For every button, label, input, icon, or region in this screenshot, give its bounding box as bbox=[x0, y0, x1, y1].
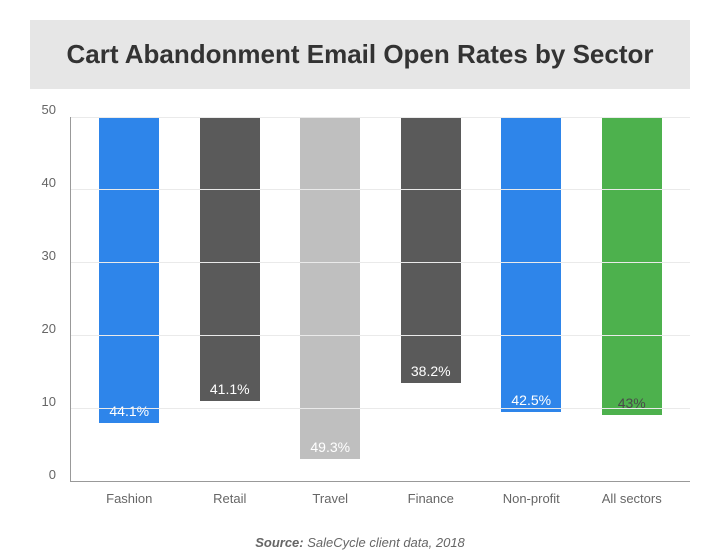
bar-slot: 44.1%Fashion bbox=[79, 117, 180, 482]
bar: 38.2% bbox=[401, 117, 461, 383]
plot-area: 44.1%Fashion41.1%Retail49.3%Travel38.2%F… bbox=[70, 117, 690, 483]
x-axis-label: All sectors bbox=[602, 491, 662, 506]
bar-slot: 42.5%Non-profit bbox=[481, 117, 582, 482]
gridline bbox=[71, 189, 690, 190]
x-axis-label: Travel bbox=[312, 491, 348, 506]
chart-title: Cart Abandonment Email Open Rates by Sec… bbox=[60, 38, 660, 71]
bars-container: 44.1%Fashion41.1%Retail49.3%Travel38.2%F… bbox=[71, 117, 690, 482]
bar: 43% bbox=[602, 117, 662, 416]
bar-slot: 49.3%Travel bbox=[280, 117, 381, 482]
x-axis-label: Finance bbox=[408, 491, 454, 506]
source-text: SaleCycle client data, 2018 bbox=[307, 535, 465, 550]
source-label: Source: bbox=[255, 535, 303, 550]
bar-slot: 38.2%Finance bbox=[381, 117, 482, 482]
gridline bbox=[71, 117, 690, 118]
gridline bbox=[71, 262, 690, 263]
bar: 41.1% bbox=[200, 117, 260, 401]
bar-value-label: 38.2% bbox=[411, 363, 451, 383]
bar-slot: 43%All sectors bbox=[582, 117, 683, 482]
source-citation: Source: SaleCycle client data, 2018 bbox=[30, 535, 690, 550]
bar-value-label: 43% bbox=[618, 395, 646, 415]
x-axis-label: Fashion bbox=[106, 491, 152, 506]
bar-slot: 41.1%Retail bbox=[180, 117, 281, 482]
x-axis-label: Non-profit bbox=[503, 491, 560, 506]
gridline bbox=[71, 335, 690, 336]
bar-value-label: 49.3% bbox=[310, 439, 350, 459]
chart-title-box: Cart Abandonment Email Open Rates by Sec… bbox=[30, 20, 690, 89]
bar: 42.5% bbox=[501, 117, 561, 412]
chart-area: 50403020100 44.1%Fashion41.1%Retail49.3%… bbox=[30, 117, 690, 518]
y-axis: 50403020100 bbox=[30, 117, 64, 483]
bar-value-label: 44.1% bbox=[109, 403, 149, 423]
gridline bbox=[71, 408, 690, 409]
x-axis-label: Retail bbox=[213, 491, 246, 506]
bar: 44.1% bbox=[99, 117, 159, 423]
bar-value-label: 41.1% bbox=[210, 381, 250, 401]
